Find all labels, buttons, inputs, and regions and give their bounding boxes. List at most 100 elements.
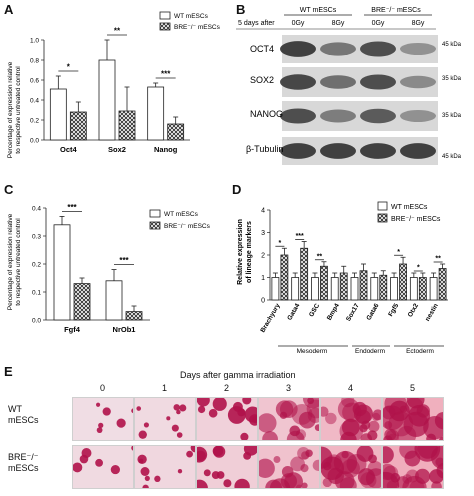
row-label-bre-1: BRE⁻/⁻ [8,452,39,462]
legend-swatch-wt-c [149,209,161,218]
colony-0-0-3 [131,408,133,414]
y-tick-label-c-3: 0.3 [32,234,41,241]
colony-1-0-5 [131,446,133,451]
colony-0-4-16 [368,420,380,433]
colony-1-4-15 [346,454,367,475]
colony-0-1-2 [179,404,187,412]
y-tick-label-d-3: 3 [261,230,265,237]
sig-label-d-7: * [417,265,420,272]
colony-svg-r2-day5 [383,446,443,488]
colony-0-5-7 [426,433,437,440]
wb-dose-2: 8Gy [332,20,345,27]
colony-0-1-1 [136,406,142,411]
y-tick-label-d-0: 0 [261,298,265,305]
colony-svg-r1-day3 [259,398,319,440]
wb-kda-oct4: 45 kDa [442,42,462,48]
blot-band-1-2 [360,74,396,90]
colony-1-2-7 [211,471,220,480]
colony-image-r1-day1 [134,397,196,441]
panel-letter-e: E [4,364,13,379]
chart-c: 0.0 0.1 0.2 0.3 0.4 *** Fgf4 *** NrOb1 Percentag… [7,203,211,334]
colony-1-5-12 [431,481,442,488]
y-tick-label-a-0: 0.0 [30,138,39,145]
blot-band-2-2 [360,108,396,124]
day-label-5: 5 [410,383,416,393]
legend-swatch-wt-d [377,201,388,211]
colony-0-4-17 [321,406,329,417]
bar-d-1-1 [300,247,309,301]
colony-0-2-3 [212,398,227,411]
colony-0-5-8 [439,436,443,440]
colony-0-4-0 [325,412,337,425]
colony-1-1-6 [138,458,144,464]
category-label-d-8: nestin [424,302,440,322]
colony-1-4-17 [365,468,381,488]
colony-0-5-15 [406,398,425,409]
colony-1-3-6 [259,458,275,478]
day-labels: 0 1 2 3 4 5 [0,383,474,395]
bar-d-0-2 [311,277,319,301]
legend-label-bre-a: BRE⁻/⁻ mESCs [174,24,221,31]
colony-0-3-1 [275,400,294,418]
panel-letter-c: C [4,182,14,197]
colony-1-1-2 [142,484,149,488]
colony-1-2-2 [203,469,211,477]
colony-0-0-1 [96,402,101,407]
colony-0-2-0 [242,398,252,405]
legend-swatch-bre-c [149,221,161,230]
colony-image-r2-day1 [134,445,196,489]
y-axis-label-a-1: Percentage of expression relative [7,61,14,158]
colony-image-r1-day5 [382,397,444,441]
bar-d-0-4 [350,277,359,301]
colony-1-0-4 [81,448,92,458]
western-blot-svg: WT mESCs BRE⁻/⁻ mESCs 5 days after 0Gy 8… [236,7,462,165]
y-axis-label-d-2: of lineage markers [246,221,253,283]
row-label-bre: BRE⁻/⁻ mESCs [8,452,39,474]
colony-0-0-2 [116,418,126,428]
bar-c-0-0 [53,224,71,321]
wb-group-bre-label: BRE⁻/⁻ mESCs [371,7,421,14]
category-label-c-1: NrOb1 [113,325,136,334]
row-label-wt-2: mESCs [8,415,39,425]
bar-d-1-2 [320,265,328,301]
colony-0-4-11 [360,433,373,440]
category-label-c-0: Fgf4 [64,325,81,334]
colony-0-3-12 [298,411,316,429]
colony-0-1-0 [138,430,147,439]
y-tick-label-c-4: 0.4 [32,206,41,213]
bar-c-1-0 [73,283,91,321]
colony-0-2-10 [197,405,206,414]
colony-image-r1-day0 [72,397,134,441]
colony-1-3-5 [290,456,305,472]
bar-d-0-6 [390,277,398,301]
bar-d-1-3 [339,272,348,301]
colony-0-1-7 [166,416,171,421]
wb-group-wt-label: WT mESCs [300,7,337,14]
colony-image-r1-day3 [258,397,320,441]
y-tick-label-c-0: 0.0 [32,318,41,325]
bar-d-0-1 [291,277,300,301]
colony-0-1-3 [173,404,180,411]
colony-0-2-7 [227,406,246,424]
colony-1-4-14 [339,477,357,488]
colony-1-4-13 [321,446,333,469]
colony-1-1-8 [186,450,193,458]
colony-svg-r2-day1 [137,446,195,488]
colony-0-4-6 [341,418,360,437]
colony-svg-r1-day1 [136,404,187,439]
colony-0-2-2 [240,432,249,440]
category-label-a-2: Nanog [154,145,178,154]
colony-1-5-18 [383,446,394,464]
colony-svg-r2-day4 [321,446,381,488]
colony-1-3-11 [312,459,319,471]
y-axis-label-c-1: Percentage of expression relative [7,213,14,310]
y-tick-label-c-1: 0.1 [32,290,41,297]
bar-d-0-0 [271,277,280,301]
colony-1-5-20 [415,468,431,484]
colony-1-2-0 [197,479,208,488]
colony-0-4-15 [353,404,374,424]
colony-1-1-5 [140,467,150,476]
colony-1-0-1 [73,462,83,473]
western-blot-panel: WT mESCs BRE⁻/⁻ mESCs 5 days after 0Gy 8… [236,0,474,175]
